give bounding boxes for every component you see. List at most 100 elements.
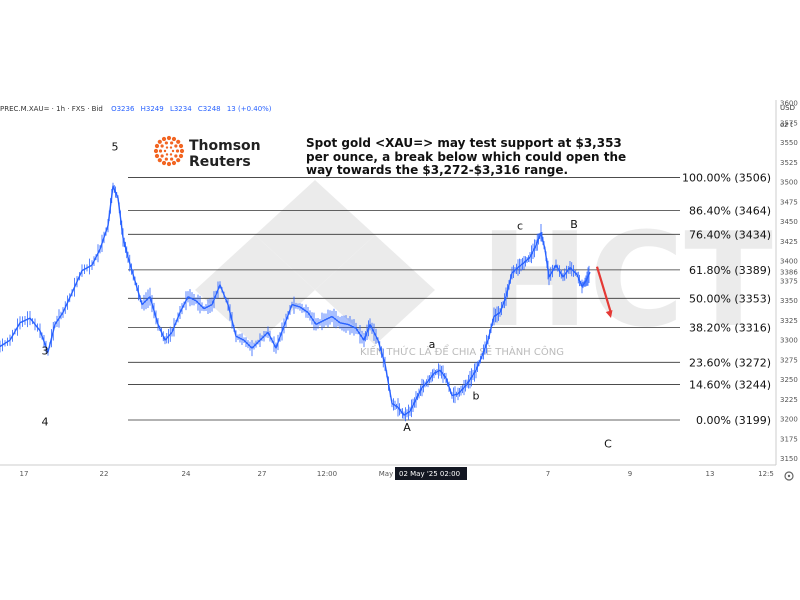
fib-label: 86.40% (3464): [689, 205, 771, 218]
y-tick-label: 3386: [780, 269, 798, 277]
y-tick-label: 3450: [780, 218, 798, 226]
settings-icon[interactable]: [784, 471, 794, 481]
crosshair-label: 02 May '25 02:00: [399, 470, 460, 478]
ohlc-high: H3249: [141, 105, 164, 113]
logo-dot: [174, 144, 178, 148]
y-axis-unit: oz t: [780, 121, 793, 129]
forecast-arrow: [595, 266, 613, 319]
logo-dot: [160, 144, 164, 148]
logo-dot: [171, 149, 175, 153]
logo-dot: [178, 143, 184, 149]
logo-dot: [157, 139, 162, 144]
y-tick-label: 3250: [780, 376, 798, 384]
logo-line2: Reuters: [189, 154, 251, 170]
fib-label: 100.00% (3506): [682, 171, 771, 184]
logo-dot: [165, 146, 169, 149]
logo-dot: [164, 141, 168, 145]
y-tick-label: 3500: [780, 179, 798, 187]
ohlc-low: L3234: [170, 105, 192, 113]
svg-text:PREC.M.XAU= · 1h · FXS · Bid: PREC.M.XAU= · 1h · FXS · Bid O3236 H3249…: [0, 105, 272, 113]
logo-dot: [166, 161, 172, 167]
logo-dot: [170, 157, 174, 161]
y-tick-label: 3300: [780, 337, 798, 345]
wave-label: b: [473, 389, 480, 402]
wave-label: 3: [42, 344, 49, 357]
crosshair-label-bg: [395, 467, 467, 480]
annotation-line2: per ounce, a break below which could ope…: [306, 150, 626, 164]
forecast-arrow-head: [605, 310, 613, 319]
annotation-line3: way towards the $3,272-$3,316 range.: [306, 163, 568, 177]
fib-label: 50.00% (3353): [689, 292, 771, 305]
logo-dot: [171, 136, 177, 142]
logo-dot: [165, 153, 169, 156]
y-tick-label: 3475: [780, 198, 798, 206]
y-tick-label: 3600: [780, 100, 798, 108]
x-tick-label: 12:00: [317, 470, 337, 478]
forecast-arrow-shaft: [595, 266, 613, 314]
ohlc-open: O3236: [111, 105, 135, 113]
x-tick-label: 27: [258, 470, 267, 478]
symbol-label: PREC.M.XAU= · 1h · FXS · Bid: [0, 105, 103, 113]
logo-dot: [161, 136, 167, 142]
logo-dot: [160, 154, 164, 158]
wave-labels: 5 3 4 a Ab c B C: [42, 141, 613, 451]
price-series: [0, 182, 591, 422]
logo-dot: [153, 148, 159, 154]
logo-dot: [169, 146, 173, 149]
logo-dot: [161, 160, 167, 166]
fibonacci-levels: 100.00% (3506) 86.40% (3464) 76.40% (3434)…: [128, 171, 771, 427]
logo-line1: Thomson: [189, 138, 261, 154]
y-tick-label: 3550: [780, 139, 798, 147]
logo-dot: [179, 148, 185, 154]
fib-label: 0.00% (3199): [696, 414, 771, 427]
fib-label: 23.60% (3272): [689, 356, 771, 369]
y-tick-label: 3175: [780, 435, 798, 443]
watermark-logo-shape: [195, 235, 315, 345]
y-tick-label: 3425: [780, 238, 798, 246]
y-tick-label: 3375: [780, 277, 798, 285]
y-tick-label: 3400: [780, 258, 798, 266]
logo-dot: [154, 143, 160, 149]
y-tick-label: 3275: [780, 356, 798, 364]
x-tick-label: 17: [20, 470, 29, 478]
watermark: HCT: [195, 180, 773, 356]
x-tick-label: 22: [100, 470, 109, 478]
annotation-line1: Spot gold <XAU=> may test support at $3,…: [306, 136, 622, 150]
y-tick-label: 3525: [780, 159, 798, 167]
wave-label: B: [570, 218, 578, 231]
ohlc-change: 13 (+0.40%): [227, 105, 272, 113]
logo-dot: [175, 149, 180, 153]
thomson-reuters-logo: [153, 135, 185, 167]
wave-label: C: [604, 438, 612, 451]
wave-label: A: [403, 421, 411, 434]
y-tick-label: 3575: [780, 119, 798, 127]
fib-label: 76.40% (3434): [689, 228, 771, 241]
y-tick-label: 3225: [780, 396, 798, 404]
logo-dot: [166, 135, 172, 141]
ohlc-close: C3248: [198, 105, 221, 113]
y-tick-label: 3150: [780, 455, 798, 463]
y-axis-currency: USD: [780, 104, 795, 112]
x-tick-label: 24: [182, 470, 191, 478]
fib-label: 38.20% (3316): [689, 322, 771, 335]
x-axis-ticks: 17 22 24 27 12:00 May 7 9 13 12:5: [20, 470, 774, 478]
watermark-text: HCT: [480, 204, 773, 356]
x-tick-label: May: [379, 470, 393, 478]
logo-dot: [154, 153, 160, 159]
watermark-subtitle: KIẾN THỨC LÀ ĐỂ CHIA SẺ THÀNH CÔNG: [360, 344, 564, 358]
x-tick-label: 13: [706, 470, 715, 478]
y-tick-label: 3325: [780, 317, 798, 325]
y-tick-label: 3200: [780, 416, 798, 424]
x-tick-label: 7: [546, 470, 550, 478]
logo-dot: [170, 141, 174, 145]
wave-label: a: [429, 338, 436, 351]
logo-dot: [176, 158, 181, 163]
fib-label: 61.80% (3389): [689, 264, 771, 277]
x-tick-label: 9: [628, 470, 632, 478]
logo-dot: [158, 149, 163, 153]
logo-dot: [171, 160, 177, 166]
logo-dot: [169, 153, 173, 156]
y-tick-label: 3350: [780, 297, 798, 305]
logo-dot: [178, 153, 184, 159]
